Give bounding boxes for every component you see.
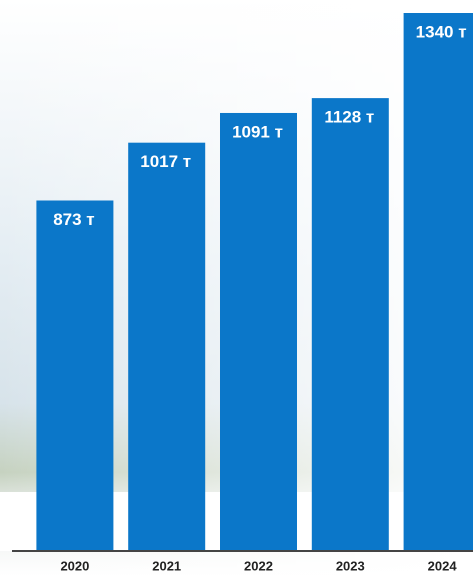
value-label: 1017 т — [140, 152, 191, 171]
value-label: 873 т — [53, 210, 94, 229]
bar — [36, 200, 113, 551]
bar — [404, 13, 473, 551]
x-tick-label: 2023 — [336, 558, 365, 573]
chart: 873 т 2020 1017 т 2021 1091 т 2022 1128 т 2023 1… — [0, 0, 473, 576]
value-label: 1128 т — [324, 108, 374, 127]
value-label: 1340 т — [416, 22, 467, 41]
page: {"chart_data": {"type": "bar", "categori… — [0, 0, 473, 576]
value-label: 1091 т — [232, 122, 283, 141]
x-tick-label: 2020 — [60, 558, 89, 573]
bar — [220, 113, 297, 551]
x-tick-label: 2021 — [152, 558, 181, 573]
bar — [312, 98, 389, 551]
bar — [128, 143, 205, 551]
x-tick-label: 2024 — [428, 558, 458, 573]
x-tick-label: 2022 — [244, 558, 273, 573]
